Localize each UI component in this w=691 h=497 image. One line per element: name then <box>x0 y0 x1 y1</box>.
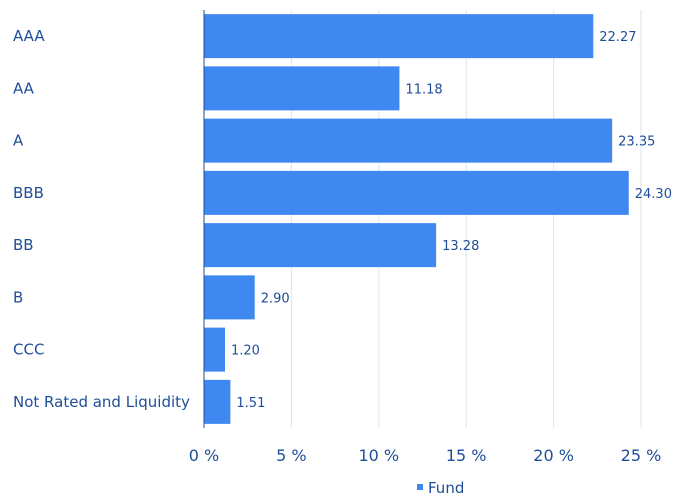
category-label: A <box>13 132 24 150</box>
bar[interactable] <box>204 379 231 424</box>
category-label: CCC <box>13 341 44 359</box>
bar[interactable] <box>204 66 400 111</box>
x-axis-tick-labels: 0 % 5 % 10 % 15 % 20 % 25 % <box>189 446 662 465</box>
bar[interactable] <box>204 327 225 372</box>
category-label: BBB <box>13 184 44 202</box>
data-label: 11.18 <box>405 82 442 97</box>
legend-swatch-fund <box>417 484 423 490</box>
x-tick-label: 5 % <box>276 446 306 465</box>
bar[interactable] <box>204 275 255 320</box>
category-label: AA <box>13 79 35 97</box>
x-tick-label: 0 % <box>189 446 219 465</box>
category-label: Not Rated and Liquidity <box>13 393 190 411</box>
x-tick-label: 20 % <box>533 446 574 465</box>
bar[interactable] <box>204 118 613 163</box>
legend[interactable]: Fund <box>417 479 464 497</box>
legend-label-fund: Fund <box>428 479 464 497</box>
category-label: BB <box>13 236 34 254</box>
data-label: 13.28 <box>442 239 479 254</box>
x-tick-label: 10 % <box>358 446 399 465</box>
x-tick-label: 25 % <box>621 446 662 465</box>
data-label: 2.90 <box>261 291 290 306</box>
data-label: 1.20 <box>231 344 260 359</box>
bars <box>204 14 629 424</box>
data-label: 1.51 <box>236 396 265 411</box>
x-tick-label: 15 % <box>446 446 487 465</box>
bar[interactable] <box>204 170 629 215</box>
value-labels: 22.27 11.18 23.35 24.30 13.28 2.90 1.20 1.51 <box>231 30 672 411</box>
bar[interactable] <box>204 223 437 268</box>
category-label: AAA <box>13 27 45 45</box>
data-label: 24.30 <box>635 187 672 202</box>
data-label: 22.27 <box>599 30 636 45</box>
bar[interactable] <box>204 14 594 59</box>
data-label: 23.35 <box>618 135 655 150</box>
category-label: B <box>13 288 23 306</box>
